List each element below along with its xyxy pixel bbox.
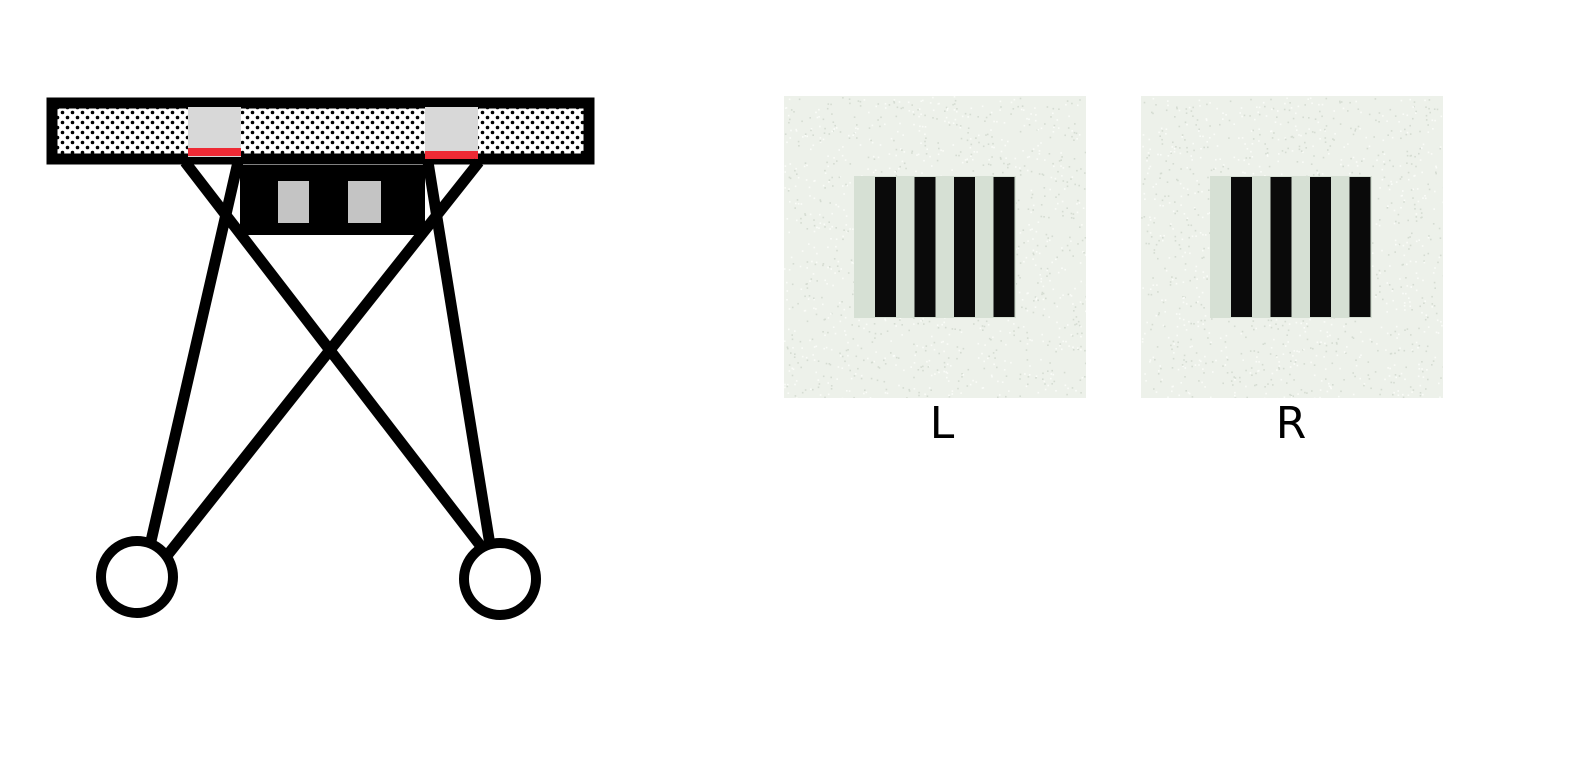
- panel-label-right: R: [1275, 398, 1307, 449]
- stereoscope-box: [240, 165, 425, 235]
- left-lens: [278, 181, 309, 223]
- left-grating-bar-4: [993, 177, 1015, 317]
- right-screen-window: [425, 107, 478, 159]
- left-grating-bar-3: [954, 177, 975, 317]
- left-eye: [96, 536, 178, 618]
- left-grating-bar-2: [914, 177, 936, 317]
- panel-label-left: L: [929, 398, 955, 449]
- right-grating-bar-4: [1349, 177, 1371, 317]
- stereoscope-setup-diagram: [46, 97, 595, 620]
- right-grating-bar-3: [1310, 177, 1331, 317]
- stimulus-panel-left: [784, 96, 1086, 398]
- left-filter-strip: [188, 148, 241, 156]
- left-grating-bar-1: [875, 177, 896, 317]
- right-filter-strip: [425, 151, 478, 159]
- right-eye-cross-ray: [180, 158, 488, 553]
- right-grating-bar-1: [1231, 177, 1252, 317]
- right-eye: [459, 538, 541, 620]
- left-eye-cross-ray: [157, 158, 484, 566]
- stimulus-panel-right: [1141, 96, 1443, 398]
- right-eye-outer-ray: [422, 161, 496, 546]
- right-grating-bar-2: [1270, 177, 1292, 317]
- left-eye-outer-ray: [145, 160, 244, 543]
- display-screen: [46, 97, 595, 165]
- right-lens: [348, 181, 381, 223]
- sight-lines: [145, 158, 496, 566]
